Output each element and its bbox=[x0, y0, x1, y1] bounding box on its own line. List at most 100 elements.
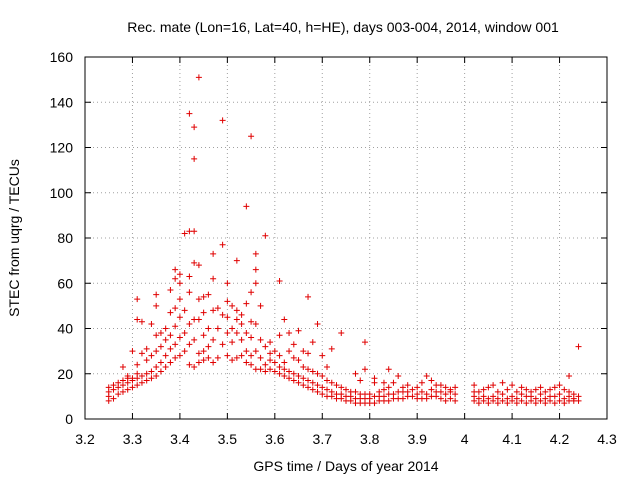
data-point bbox=[262, 232, 269, 239]
data-point bbox=[286, 368, 293, 375]
data-point bbox=[404, 388, 411, 395]
data-point bbox=[361, 339, 368, 346]
data-point bbox=[200, 309, 207, 316]
data-point bbox=[333, 382, 340, 389]
data-point bbox=[214, 354, 221, 361]
data-point bbox=[167, 345, 174, 352]
data-point bbox=[281, 366, 288, 373]
x-tick-label: 4.1 bbox=[502, 431, 522, 447]
data-point bbox=[442, 391, 449, 398]
x-tick-label: 3.9 bbox=[407, 431, 427, 447]
data-point bbox=[191, 155, 198, 162]
data-point bbox=[399, 395, 406, 402]
data-point bbox=[366, 391, 373, 398]
data-point bbox=[172, 341, 179, 348]
data-point bbox=[328, 379, 335, 386]
data-point bbox=[115, 379, 122, 386]
data-points bbox=[105, 74, 582, 407]
data-point bbox=[172, 275, 179, 282]
data-point bbox=[243, 348, 250, 355]
data-point bbox=[551, 400, 558, 407]
data-point bbox=[148, 320, 155, 327]
data-point bbox=[328, 388, 335, 395]
data-point bbox=[309, 379, 316, 386]
x-tick-label: 3.6 bbox=[265, 431, 285, 447]
data-point bbox=[324, 363, 331, 370]
data-point bbox=[324, 377, 331, 384]
data-point bbox=[399, 384, 406, 391]
data-point bbox=[134, 316, 141, 323]
data-point bbox=[172, 354, 179, 361]
data-point bbox=[248, 133, 255, 140]
data-point bbox=[162, 352, 169, 359]
data-point bbox=[210, 307, 217, 314]
data-point bbox=[181, 307, 188, 314]
data-point bbox=[305, 350, 312, 357]
data-point bbox=[186, 273, 193, 280]
data-point bbox=[248, 352, 255, 359]
data-point bbox=[219, 341, 226, 348]
data-point bbox=[186, 110, 193, 117]
data-point bbox=[224, 352, 231, 359]
data-point bbox=[214, 305, 221, 312]
data-point bbox=[561, 395, 568, 402]
data-point bbox=[485, 384, 492, 391]
data-point bbox=[499, 397, 506, 404]
data-point bbox=[176, 352, 183, 359]
data-point bbox=[566, 388, 573, 395]
data-point bbox=[200, 332, 207, 339]
data-point bbox=[134, 382, 141, 389]
data-point bbox=[115, 391, 122, 398]
data-point bbox=[238, 352, 245, 359]
data-point bbox=[119, 388, 126, 395]
data-point bbox=[124, 373, 131, 380]
data-point bbox=[195, 350, 202, 357]
data-point bbox=[143, 370, 150, 377]
data-point bbox=[371, 400, 378, 407]
data-point bbox=[205, 354, 212, 361]
y-axis-label: STEC from uqrg / TECUs bbox=[6, 159, 22, 317]
data-point bbox=[257, 302, 264, 309]
data-point bbox=[437, 388, 444, 395]
data-point bbox=[380, 386, 387, 393]
data-point bbox=[418, 379, 425, 386]
data-point bbox=[319, 352, 326, 359]
data-point bbox=[162, 325, 169, 332]
data-point bbox=[319, 384, 326, 391]
data-point bbox=[314, 320, 321, 327]
x-tick-label: 3.5 bbox=[218, 431, 238, 447]
data-point bbox=[480, 393, 487, 400]
data-point bbox=[210, 250, 217, 257]
data-point bbox=[561, 386, 568, 393]
data-point bbox=[295, 379, 302, 386]
data-point bbox=[319, 391, 326, 398]
data-point bbox=[262, 361, 269, 368]
data-point bbox=[214, 325, 221, 332]
data-point bbox=[243, 300, 250, 307]
data-point bbox=[305, 377, 312, 384]
data-point bbox=[551, 393, 558, 400]
data-point bbox=[518, 397, 525, 404]
data-point bbox=[328, 345, 335, 352]
data-point bbox=[385, 397, 392, 404]
data-point bbox=[300, 363, 307, 370]
data-point bbox=[480, 386, 487, 393]
data-point bbox=[575, 343, 582, 350]
data-point bbox=[191, 259, 198, 266]
y-tick-label: 80 bbox=[57, 230, 73, 246]
grid-lines bbox=[85, 57, 607, 419]
data-point bbox=[414, 384, 421, 391]
data-point bbox=[172, 266, 179, 273]
data-point bbox=[471, 382, 478, 389]
data-point bbox=[276, 352, 283, 359]
data-point bbox=[295, 357, 302, 364]
x-tick-label: 4.2 bbox=[550, 431, 570, 447]
data-point bbox=[314, 382, 321, 389]
data-point bbox=[172, 323, 179, 330]
data-point bbox=[134, 370, 141, 377]
y-tick-label: 60 bbox=[57, 275, 73, 291]
data-point bbox=[267, 357, 274, 364]
data-point bbox=[248, 361, 255, 368]
data-point bbox=[267, 350, 274, 357]
plot-frame bbox=[84, 56, 608, 420]
